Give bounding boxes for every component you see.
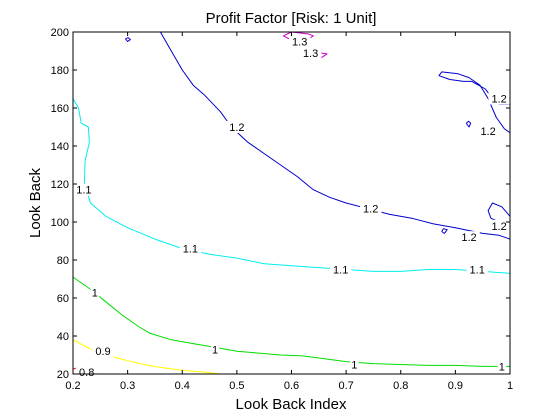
contour-label-bg [288,35,311,48]
contour-label-bg [90,286,100,299]
contour-line-level-1-2-5 [125,37,131,42]
contour-label: 1.2 [480,126,495,138]
contour-label: 1.3 [303,48,318,60]
contour-line-level-1-2-0 [159,31,511,240]
contour-label-bg [73,183,95,196]
x-tick-label: 0.2 [65,380,80,392]
y-tick-label: 80 [57,255,69,267]
contour-label: 0.9 [95,346,110,358]
contour-line-level-1-2-1 [438,71,511,134]
y-tick-label: 100 [51,217,69,229]
x-tick-label: 1 [507,380,513,392]
y-tick-label: 140 [51,141,69,153]
x-tick-label: 0.9 [448,380,463,392]
y-tick-label: 120 [51,179,69,191]
contour-label: 1.3 [292,37,307,49]
contour-label-bg [179,242,202,255]
contour-label: 1.1 [76,185,91,197]
contour-label-bg [466,263,488,276]
y-tick-label: 40 [57,331,69,343]
contour-label-bg [350,358,359,371]
contour-label: 1.2 [491,221,506,233]
contour-label-bg [210,343,220,356]
contour-line-level-1-2-3 [465,120,472,128]
contour-label: 1.1 [470,265,485,277]
y-tick-label: 180 [51,65,69,77]
contour-label: 1 [92,287,98,299]
contour-label-bg [75,366,98,379]
contour-label-bg [497,360,507,373]
x-tick-label: 0.8 [393,380,408,392]
contour-label: 1.2 [363,204,378,216]
contour-label-bg [92,345,114,358]
contour-label: 1.1 [183,244,198,256]
y-tick-label: 200 [51,27,69,39]
y-tick-label: 20 [57,369,69,381]
contour-label: 1.2 [229,122,244,134]
y-axis-title: Look Back [27,167,44,238]
contour-label: 1.2 [491,94,506,106]
contour-line-level-1-0 [72,276,510,367]
x-tick-label: 0.5 [229,380,244,392]
x-tick-label: 0.6 [284,380,299,392]
contour-label-bg [477,124,499,137]
contour-label: 1 [351,360,357,372]
contour-line-level-1-2-4 [441,228,448,234]
plot-area [73,32,510,374]
contour-label-bg [299,46,322,59]
contour-label-bg [488,92,510,105]
contour-labels: 0.80.9 1 1 1 1 1.1 1.1 1.1 1.1 1.2 1.2 1.2 1.2 1.2 1.2… [73,35,510,379]
x-axis-ticks: 0.2 0.3 0.4 0.5 0.6 0.7 0.8 0.9 1 [65,32,513,392]
x-tick-label: 0.7 [338,380,353,392]
contour-label: 1.1 [333,265,348,277]
y-tick-label: 60 [57,293,69,305]
contour-label: 1.2 [461,232,476,244]
y-axis-ticks: 20 40 60 80 100 120 140 160 180 200 [51,27,510,381]
contour-label-bg [226,121,248,133]
contour-label-bg [458,231,480,244]
contour-label-bg [488,219,510,232]
contour-label-bg [329,263,352,276]
contour-label: 0.8 [79,367,94,379]
x-tick-label: 0.3 [120,380,135,392]
contour-label: 1 [212,344,218,356]
contour-label-bg [360,202,382,215]
y-tick-label: 160 [51,103,69,115]
x-axis-title: Look Back Index [236,396,347,413]
contour-label: 1 [499,361,505,373]
contour-line-level-0-9-0 [72,339,221,375]
x-tick-label: 0.4 [175,380,190,392]
chart-title: Profit Factor [Risk: 1 Unit] [206,10,377,27]
